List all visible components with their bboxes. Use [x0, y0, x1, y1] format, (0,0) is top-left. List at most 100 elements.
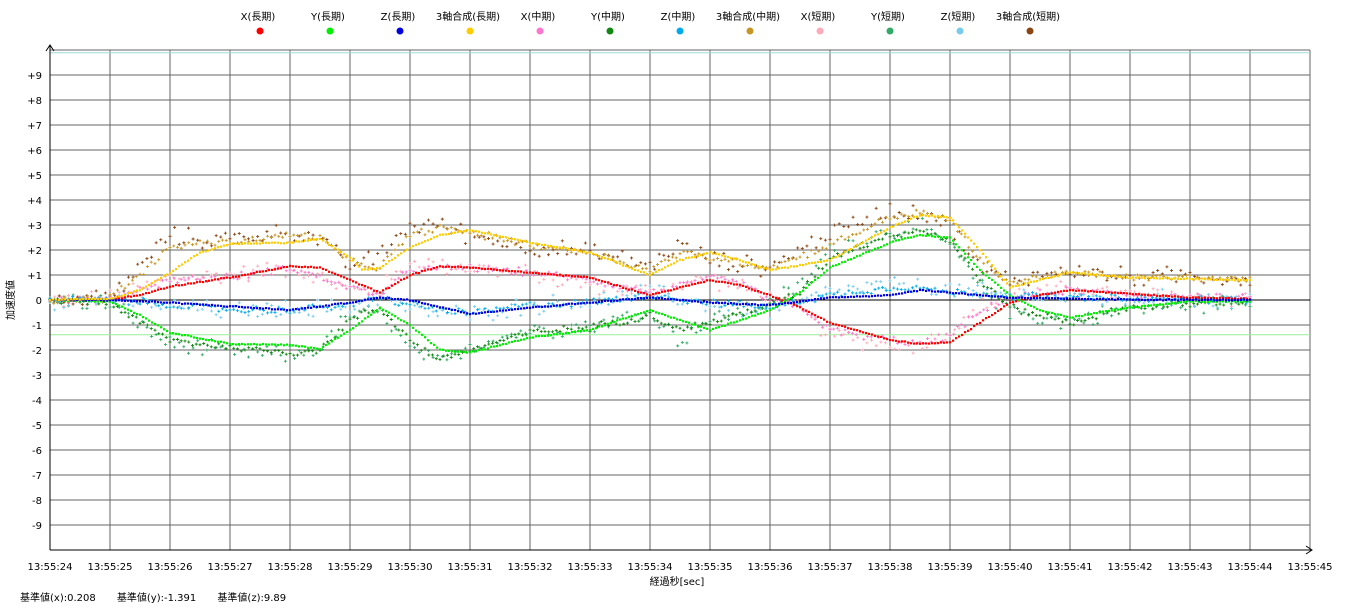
data-point — [640, 296, 643, 300]
data-point — [67, 298, 70, 301]
data-point — [949, 216, 952, 220]
data-point — [417, 351, 421, 355]
data-point — [179, 277, 183, 281]
data-point — [177, 305, 181, 309]
data-point — [394, 233, 398, 237]
data-point — [117, 281, 121, 285]
data-point — [1073, 275, 1077, 279]
data-point — [1183, 296, 1186, 299]
data-point — [505, 334, 509, 338]
data-point — [823, 271, 826, 274]
data-point — [145, 256, 149, 260]
data-point — [1216, 299, 1219, 302]
data-point — [1133, 300, 1137, 304]
data-point — [406, 248, 409, 251]
data-point — [716, 256, 719, 260]
data-point — [754, 314, 757, 317]
data-point — [412, 273, 415, 276]
y-tick-label: -2 — [32, 346, 42, 357]
data-point — [186, 226, 190, 230]
data-point — [385, 273, 389, 277]
legend-label: 3軸合成(中期) — [716, 10, 780, 23]
data-point — [773, 260, 777, 264]
data-point — [1031, 274, 1034, 278]
data-point — [760, 312, 763, 315]
data-point — [339, 307, 343, 311]
data-point — [1027, 303, 1030, 306]
data-point — [1078, 297, 1081, 300]
data-point — [826, 296, 829, 299]
data-point — [663, 322, 667, 326]
data-point — [1096, 290, 1099, 294]
data-point — [796, 305, 799, 308]
data-point — [543, 247, 547, 251]
data-point — [224, 272, 228, 276]
data-point — [562, 324, 566, 328]
data-point — [153, 328, 157, 332]
data-point — [658, 296, 661, 300]
data-point — [652, 272, 655, 275]
data-point — [283, 359, 287, 363]
data-point — [505, 245, 509, 249]
data-point — [349, 256, 352, 259]
data-point — [181, 334, 184, 337]
data-point — [1222, 298, 1225, 301]
data-point — [657, 284, 661, 288]
data-point — [1123, 298, 1126, 301]
data-point — [639, 287, 643, 291]
data-point — [349, 328, 352, 331]
data-point — [404, 332, 408, 336]
data-point — [925, 220, 929, 224]
data-point — [491, 341, 494, 345]
data-point — [895, 293, 898, 296]
data-point — [810, 235, 814, 239]
data-point — [573, 298, 577, 302]
data-point — [1031, 311, 1034, 315]
data-point — [1091, 315, 1094, 319]
data-point — [380, 244, 384, 248]
data-point — [112, 292, 116, 296]
data-point — [844, 250, 847, 253]
data-point — [838, 263, 841, 266]
data-point — [761, 297, 764, 301]
data-point — [640, 291, 643, 294]
data-point — [163, 328, 166, 331]
data-point — [886, 243, 889, 246]
data-point — [157, 332, 161, 336]
data-point — [349, 278, 352, 281]
data-point — [856, 287, 860, 291]
data-point — [1138, 298, 1141, 301]
data-point — [910, 290, 913, 293]
data-point — [431, 355, 435, 359]
data-point — [618, 323, 622, 327]
data-point — [955, 243, 958, 246]
data-point — [226, 276, 229, 279]
data-point — [438, 357, 442, 361]
data-point — [477, 345, 481, 349]
data-point — [862, 291, 866, 295]
data-point — [301, 266, 304, 269]
data-point — [903, 230, 907, 234]
data-point — [679, 318, 682, 322]
data-point — [213, 346, 217, 350]
data-point — [1076, 319, 1079, 323]
data-point — [823, 238, 827, 242]
data-point — [1196, 275, 1199, 279]
data-point — [542, 309, 546, 313]
x-tick-label: 13:55:36 — [748, 562, 793, 573]
data-point — [761, 306, 764, 310]
data-point — [769, 308, 772, 312]
data-point — [517, 305, 521, 309]
data-point — [565, 274, 568, 277]
data-point — [58, 298, 61, 302]
data-point — [851, 338, 855, 342]
data-point — [1189, 298, 1192, 301]
data-point — [457, 350, 460, 353]
data-point — [450, 312, 454, 316]
data-point — [502, 338, 506, 342]
data-point — [1162, 303, 1165, 306]
data-point — [931, 235, 934, 238]
data-point — [232, 308, 236, 312]
legend-marker — [256, 27, 264, 35]
data-point — [296, 353, 299, 357]
